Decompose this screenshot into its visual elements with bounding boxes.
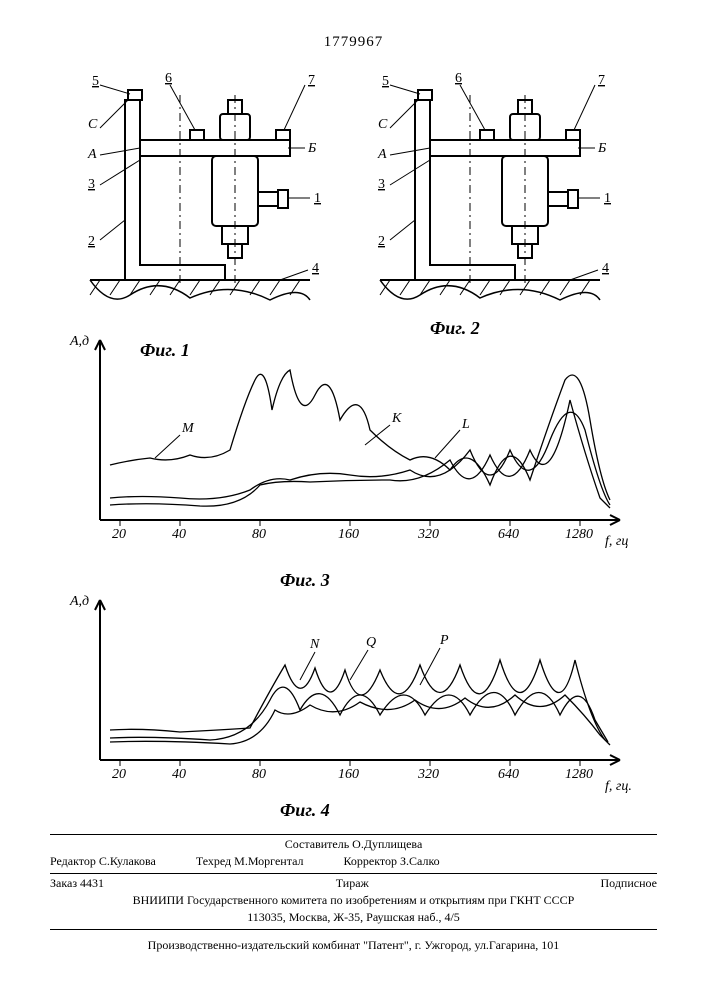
fig1-label-1: 1	[314, 191, 321, 206]
fig4-tick: 20	[112, 767, 126, 782]
footer-compiler: Составитель О.Дуплищева	[50, 837, 657, 852]
fig4-tick: 320	[417, 767, 439, 782]
fig2-label-6: 6	[455, 71, 462, 86]
fig4-tick: 1280	[565, 767, 593, 782]
fig3-series-M: M	[181, 421, 195, 436]
fig3-tick: 160	[338, 527, 359, 542]
fig1-label-2: 2	[88, 234, 95, 249]
fig3-series-K: K	[391, 411, 402, 426]
fig2-label-4: 4	[602, 261, 609, 276]
fig1-label-4: 4	[312, 261, 319, 276]
fig4-tick: 640	[498, 767, 519, 782]
page: 1779967	[0, 0, 707, 1000]
fig3-ylabel: А,д	[69, 334, 89, 349]
fig4-series-N: N	[309, 637, 320, 652]
fig4-chart: А,д f, гц. N Q P 20 40 80 160 320 640 12…	[60, 590, 640, 800]
fig3-tick: 40	[172, 527, 186, 542]
footer-address1: 113035, Москва, Ж-35, Раушская наб., 4/5	[50, 910, 657, 925]
footer: Составитель О.Дуплищева Редактор С.Кулак…	[0, 830, 707, 1000]
fig3-chart: А,д f, гц M K L 20 40 80 160 320 640 128…	[60, 330, 640, 560]
fig4-ylabel: А,д	[69, 594, 89, 609]
footer-podpisnoe: Подписное	[601, 876, 658, 891]
fig3-xlabel: f, гц	[605, 534, 628, 549]
fig2-label-A: А	[377, 147, 387, 162]
fig2-label-3: 3	[378, 177, 385, 192]
fig4-caption: Фиг. 4	[280, 800, 330, 821]
patent-number: 1779967	[0, 34, 707, 51]
fig1-label-B: Б	[307, 141, 316, 156]
fig2-label-B: Б	[597, 141, 606, 156]
footer-corrector: Корректор З.Салко	[344, 854, 440, 869]
fig4-tick: 80	[252, 767, 266, 782]
fig1-label-A: А	[87, 147, 97, 162]
fig1-diagram: 5 6 7 С Б А 1 3 2 4	[70, 70, 330, 320]
fig3-series-L: L	[461, 417, 470, 432]
footer-producer: Производственно-издательский комбинат "П…	[50, 938, 657, 953]
fig1-label-5: 5	[92, 74, 99, 89]
fig1-label-7: 7	[308, 73, 315, 88]
fig4-xlabel: f, гц.	[605, 779, 632, 794]
footer-order: Заказ 4431	[50, 876, 104, 891]
fig3-caption: Фиг. 3	[280, 570, 330, 591]
fig3-tick: 640	[498, 527, 519, 542]
fig2-label-7: 7	[598, 73, 605, 88]
fig2-label-5: 5	[382, 74, 389, 89]
fig4-series-P: P	[439, 633, 449, 648]
footer-techred: Техред М.Моргентал	[196, 854, 304, 869]
fig3-tick: 320	[417, 527, 439, 542]
footer-editor: Редактор С.Кулакова	[50, 854, 156, 869]
fig4-tick: 40	[172, 767, 186, 782]
fig4-series-Q: Q	[366, 635, 376, 650]
footer-tirazh: Тираж	[144, 876, 560, 891]
footer-org: ВНИИПИ Государственного комитета по изоб…	[50, 893, 657, 908]
fig1-label-3: 3	[88, 177, 95, 192]
fig2-label-1: 1	[604, 191, 611, 206]
fig1-label-6: 6	[165, 71, 172, 86]
fig3-tick: 1280	[565, 527, 593, 542]
fig2-label-2: 2	[378, 234, 385, 249]
fig2-diagram: 5 6 7 С Б А 1 3 2 4	[360, 70, 620, 320]
fig4-tick: 160	[338, 767, 359, 782]
fig1-label-C: С	[88, 117, 98, 132]
fig3-tick: 20	[112, 527, 126, 542]
fig2-label-C: С	[378, 117, 388, 132]
fig3-tick: 80	[252, 527, 266, 542]
